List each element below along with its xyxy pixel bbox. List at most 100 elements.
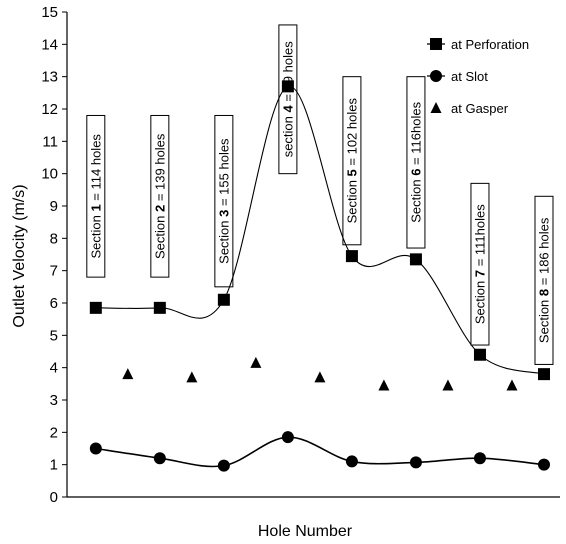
section-label-number: 3 xyxy=(216,210,231,217)
section-label-suffix: = 139 holes xyxy=(152,133,167,205)
section-annotation: Section 8 = 186 holes xyxy=(534,195,554,365)
point-slot xyxy=(409,456,422,469)
section-label-prefix: Section xyxy=(536,296,551,343)
section-label-suffix: = 155 holes xyxy=(216,138,231,210)
legend-marker-slot xyxy=(430,70,442,82)
series-group xyxy=(89,80,550,472)
section-label-suffix: = 116holes xyxy=(408,101,423,168)
section-label-number: 2 xyxy=(152,205,167,212)
section-annotation: Section 2 = 139 holes xyxy=(150,114,170,278)
point-slot xyxy=(473,452,486,465)
section-label-suffix: = 186 holes xyxy=(536,217,551,289)
series-slot xyxy=(89,431,550,472)
section-annotation: Section 7 = 111holes xyxy=(470,182,490,346)
legend-label: at Perforation xyxy=(451,37,529,52)
point-gasper xyxy=(250,356,262,368)
y-tick-label: 9 xyxy=(50,198,58,215)
y-tick-label: 3 xyxy=(50,392,58,409)
point-perforation xyxy=(537,368,550,381)
series-perforation xyxy=(89,80,550,381)
y-axis-label: Outlet Velocity (m/s) xyxy=(11,184,28,327)
y-tick-label: 10 xyxy=(41,166,58,183)
section-annotation: Section 6 = 116holes xyxy=(406,76,426,249)
y-tick-label: 6 xyxy=(50,295,58,312)
section-label-number: 8 xyxy=(536,289,551,296)
section-label-prefix: Section xyxy=(408,176,423,223)
series-gasper xyxy=(122,356,518,391)
section-annotation: Section 1 = 114 holes xyxy=(86,114,106,278)
point-slot xyxy=(217,459,230,472)
point-slot xyxy=(537,458,550,471)
point-gasper xyxy=(506,379,518,391)
point-perforation xyxy=(409,253,422,266)
legend-label: at Slot xyxy=(451,69,488,84)
y-tick-label: 14 xyxy=(41,36,58,53)
legend: at Perforation at Slot at Gasper xyxy=(427,37,529,116)
section-box xyxy=(342,76,362,246)
section-label-number: 6 xyxy=(408,169,423,176)
section-label: Section 3 = 155 holes xyxy=(216,138,231,264)
point-gasper xyxy=(378,379,390,391)
section-label: section 4 = 19 holes xyxy=(280,41,295,158)
section-box xyxy=(406,76,426,249)
section-label-suffix: = 114 holes xyxy=(88,134,103,205)
section-label: Section 8 = 186 holes xyxy=(536,217,551,343)
section-box xyxy=(534,195,554,365)
point-perforation xyxy=(153,301,166,314)
section-label-prefix: Section xyxy=(152,212,167,259)
point-perforation xyxy=(473,348,486,361)
x-axis-label: Hole Number xyxy=(258,523,353,540)
section-label-number: 7 xyxy=(472,270,487,277)
legend-entry-gasper: at Gasper xyxy=(430,101,509,116)
y-tick-label: 4 xyxy=(50,360,58,377)
point-slot xyxy=(153,452,166,465)
y-tick-label: 1 xyxy=(50,457,58,474)
section-box xyxy=(470,182,490,346)
y-tick-label: 13 xyxy=(41,69,58,86)
section-label-prefix: section xyxy=(280,112,295,157)
point-gasper xyxy=(442,379,454,391)
point-slot xyxy=(345,455,358,468)
section-label-prefix: Section xyxy=(216,217,231,264)
section-label-suffix: = 102 holes xyxy=(344,98,359,170)
section-label-suffix: = 19 holes xyxy=(280,41,295,105)
y-tick-label: 7 xyxy=(50,263,58,280)
point-gasper xyxy=(186,371,198,383)
section-label: Section 5 = 102 holes xyxy=(344,98,359,224)
y-tick-label: 12 xyxy=(41,101,58,118)
y-tick-label: 11 xyxy=(42,133,58,150)
point-perforation xyxy=(345,250,358,263)
point-slot xyxy=(89,442,102,455)
legend-entry-perforation: at Perforation xyxy=(427,37,529,52)
section-box xyxy=(214,114,234,288)
section-annotation: section 4 = 19 holes xyxy=(278,24,298,175)
section-box xyxy=(150,114,170,278)
y-tick-label: 15 xyxy=(41,4,58,21)
section-label-prefix: Section xyxy=(472,277,487,324)
section-label: Section 7 = 111holes xyxy=(472,204,487,324)
y-tick-label: 0 xyxy=(50,489,58,506)
section-label-prefix: Section xyxy=(344,176,359,223)
section-box xyxy=(86,114,106,278)
section-label-number: 4 xyxy=(280,104,295,112)
legend-label: at Gasper xyxy=(451,101,509,116)
point-slot xyxy=(281,431,294,444)
y-tick-label: 2 xyxy=(50,424,58,441)
point-gasper xyxy=(314,371,326,383)
point-perforation xyxy=(217,293,230,306)
section-label: Section 6 = 116holes xyxy=(408,101,423,222)
section-label: Section 2 = 139 holes xyxy=(152,133,167,259)
section-label-number: 5 xyxy=(344,169,359,176)
section-label-suffix: = 111holes xyxy=(472,204,487,270)
legend-marker-gasper xyxy=(430,102,442,113)
y-tick-label: 8 xyxy=(50,230,58,247)
section-label-number: 1 xyxy=(88,204,103,211)
series-line-perforation xyxy=(95,85,545,375)
y-tick-label: 5 xyxy=(50,327,58,344)
section-annotation: Section 5 = 102 holes xyxy=(342,76,362,246)
section-label-prefix: Section xyxy=(88,212,103,259)
section-label: Section 1 = 114 holes xyxy=(88,134,103,259)
